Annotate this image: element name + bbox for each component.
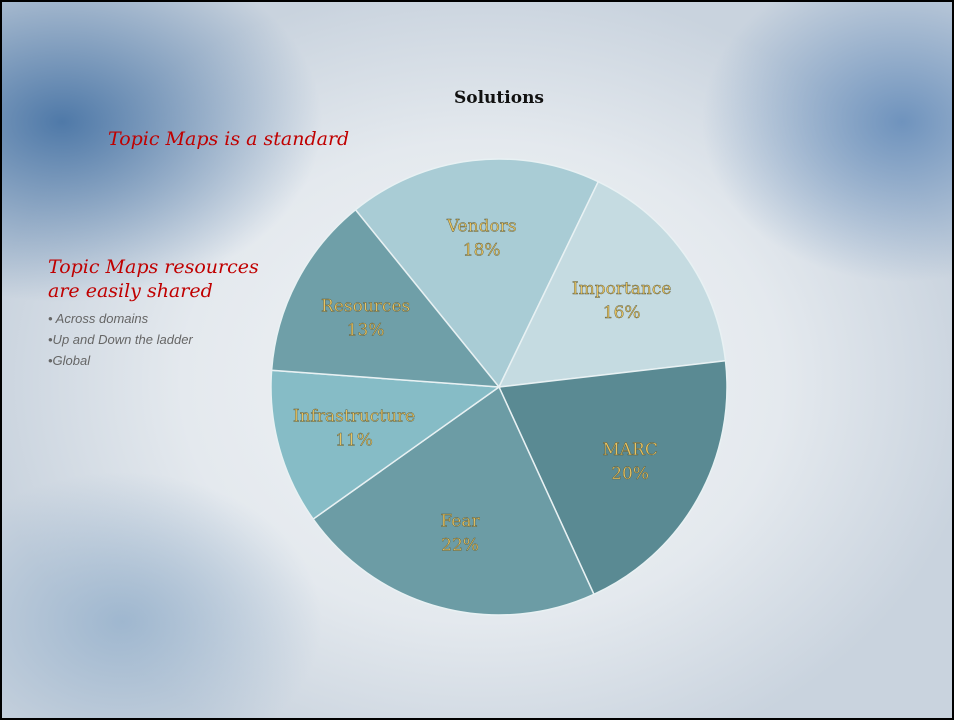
slice-value-label: 16% bbox=[603, 303, 641, 323]
slide: Solutions Topic Maps is a standard Topic… bbox=[0, 0, 954, 720]
slice-value-label: 11% bbox=[335, 430, 373, 450]
chart-title: Solutions bbox=[454, 88, 544, 108]
slice-value-label: 20% bbox=[611, 464, 649, 484]
slice-label: Fear bbox=[440, 511, 480, 531]
slice-value-label: 22% bbox=[441, 535, 479, 555]
point-line: Topic Maps resources bbox=[48, 256, 259, 278]
bullet: • Across domains bbox=[48, 311, 149, 326]
slice-value-label: 18% bbox=[463, 241, 501, 261]
chart: Solutions Topic Maps is a standard Topic… bbox=[2, 2, 952, 718]
point-line: are easily shared bbox=[48, 280, 213, 302]
slice-label: Resources bbox=[321, 296, 410, 316]
bullet: •Up and Down the ladder bbox=[48, 332, 193, 347]
pie: Vendors 18% Importance 16% MARC 20% Fear 22% Inf… bbox=[271, 159, 727, 615]
slice-label: Importance bbox=[572, 279, 672, 299]
headline: Topic Maps is a standard bbox=[108, 128, 349, 150]
slice-label: MARC bbox=[602, 440, 658, 460]
bullet: •Global bbox=[48, 353, 91, 368]
slice-label: Vendors bbox=[446, 217, 517, 237]
slice-value-label: 13% bbox=[347, 320, 385, 340]
slice-label: Infrastructure bbox=[293, 406, 415, 426]
